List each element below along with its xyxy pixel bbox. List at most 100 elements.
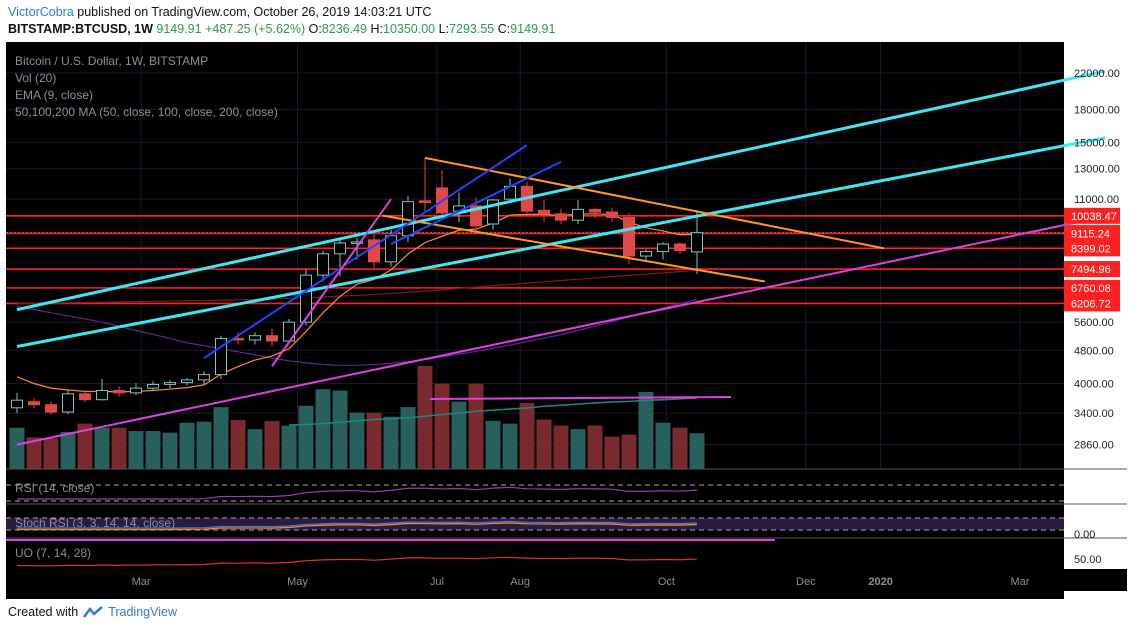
volume-bar bbox=[230, 420, 246, 469]
volume-bar bbox=[655, 422, 671, 469]
price-tag bbox=[1064, 240, 1120, 257]
stoch-d-line bbox=[17, 522, 698, 531]
open-value: 8236.49 bbox=[321, 22, 368, 36]
price-tag-label: 6206.72 bbox=[1071, 298, 1111, 310]
uo-line bbox=[16, 556, 698, 567]
volume-ma-line bbox=[288, 397, 698, 426]
candle-body bbox=[538, 209, 550, 215]
legend-title: Bitcoin / U.S. Dollar, 1W, BITSTAMP bbox=[15, 54, 208, 68]
candle-body bbox=[334, 242, 346, 255]
candle-body bbox=[487, 199, 499, 225]
candle bbox=[28, 397, 40, 408]
trendline-magenta-short[interactable] bbox=[271, 198, 392, 367]
candle bbox=[351, 237, 363, 260]
candle-body bbox=[62, 393, 74, 413]
chart-canvas[interactable]: 22000.00 18000.00 15000.00 13000.00 11000.00… bbox=[0, 38, 1133, 600]
time-tick-label: Oct bbox=[658, 576, 675, 588]
volume-bar bbox=[689, 433, 705, 469]
candle bbox=[283, 318, 295, 343]
candle bbox=[623, 212, 635, 265]
candle bbox=[249, 332, 261, 345]
volume-bar bbox=[213, 407, 229, 469]
close-label: C: bbox=[497, 22, 511, 36]
volume-bar bbox=[383, 416, 399, 469]
candle-body bbox=[181, 379, 193, 384]
price-tick-label: 15000.00 bbox=[1074, 138, 1120, 150]
price-tick-label: 13000.00 bbox=[1074, 164, 1120, 176]
candle bbox=[266, 328, 278, 347]
price-change: +487.25 (+5.62%) bbox=[205, 22, 306, 36]
legend-uo: UO (7, 14, 28) bbox=[15, 546, 91, 560]
candle bbox=[164, 380, 176, 389]
price-tag-label: 7494.96 bbox=[1071, 264, 1111, 276]
candle-body bbox=[300, 274, 312, 323]
trendline-blue-1[interactable] bbox=[203, 144, 528, 359]
volume-bar bbox=[281, 425, 297, 469]
candle-body bbox=[164, 382, 176, 385]
candle-body bbox=[249, 335, 261, 341]
candle-body bbox=[589, 208, 601, 213]
candle-body bbox=[130, 387, 142, 394]
candle bbox=[147, 381, 159, 391]
price-tag bbox=[1064, 279, 1120, 296]
time-tick-label: Dec bbox=[796, 576, 816, 588]
volume-bar bbox=[196, 421, 212, 469]
author-link[interactable]: VictorCobra bbox=[8, 5, 74, 19]
trendlines bbox=[16, 69, 1106, 446]
candle bbox=[215, 335, 227, 380]
trendline-blue-2[interactable] bbox=[390, 160, 562, 245]
candle bbox=[555, 208, 567, 224]
candle-body bbox=[28, 401, 40, 406]
price-tag-label: 9115.24 bbox=[1071, 228, 1110, 240]
legend-rsi: RSI (14, close) bbox=[15, 481, 94, 495]
volume-bar bbox=[451, 401, 467, 469]
volume-bar bbox=[332, 390, 348, 469]
publish-header: VictorCobra published on TradingView.com… bbox=[8, 5, 431, 19]
volume-bar bbox=[468, 383, 484, 469]
volume-bar bbox=[26, 437, 42, 469]
rsi-line bbox=[17, 486, 698, 500]
trendline-orange-upper[interactable] bbox=[424, 156, 885, 250]
trendline-orange-lower[interactable] bbox=[382, 214, 766, 283]
legend-ma: 50,100,200 MA (50, close, 100, close, 20… bbox=[15, 105, 278, 119]
volume-bar bbox=[60, 431, 76, 469]
candle bbox=[198, 371, 210, 385]
candle bbox=[45, 401, 57, 415]
candle-body bbox=[606, 211, 618, 218]
close-value: 9149.91 bbox=[510, 22, 556, 36]
trendline-cyan-lower[interactable] bbox=[16, 136, 1106, 348]
price-tick-label: 4000.00 bbox=[1074, 379, 1114, 391]
trendline-cyan-upper[interactable] bbox=[16, 69, 1106, 312]
candle-body bbox=[623, 216, 635, 257]
time-axis-bg bbox=[6, 569, 1127, 591]
tradingview-logo-icon bbox=[83, 606, 104, 618]
candle bbox=[317, 250, 329, 282]
price-tick-label: 4800.00 bbox=[1074, 345, 1114, 357]
candle-body bbox=[113, 389, 125, 394]
volume-bar bbox=[264, 420, 280, 469]
candle bbox=[113, 386, 125, 397]
candle bbox=[589, 208, 601, 219]
candle-body bbox=[11, 399, 23, 409]
price-tag-label: 8399.02 bbox=[1071, 243, 1111, 255]
candle-body bbox=[640, 251, 652, 257]
candle bbox=[657, 241, 669, 260]
legend-stoch-rsi: Stoch RSI (3, 3, 14, 14, close) bbox=[15, 516, 175, 530]
price-tick-label: 5600.00 bbox=[1074, 317, 1114, 329]
trendline-magenta-long[interactable] bbox=[16, 215, 1106, 446]
tradingview-brand[interactable]: TradingView bbox=[108, 605, 177, 619]
volume-bar bbox=[672, 427, 688, 469]
volume-trendline[interactable] bbox=[430, 396, 732, 400]
price-tick-label: 11000.00 bbox=[1074, 194, 1119, 206]
price-tick-label: 22000.00 bbox=[1074, 68, 1120, 80]
ma200-line bbox=[16, 269, 698, 305]
volume-bar bbox=[9, 427, 25, 469]
price-tag-label: 6760.08 bbox=[1071, 283, 1111, 295]
high-value: 10350.00 bbox=[383, 22, 436, 36]
publish-info: published on TradingView.com, October 26… bbox=[73, 5, 432, 19]
stoch-k-line bbox=[17, 520, 698, 529]
volume-bar bbox=[128, 431, 144, 469]
candle bbox=[62, 390, 74, 415]
price-axis: 22000.00 18000.00 15000.00 13000.00 11000.00… bbox=[1064, 68, 1120, 566]
footer: Created with TradingView bbox=[8, 605, 177, 619]
